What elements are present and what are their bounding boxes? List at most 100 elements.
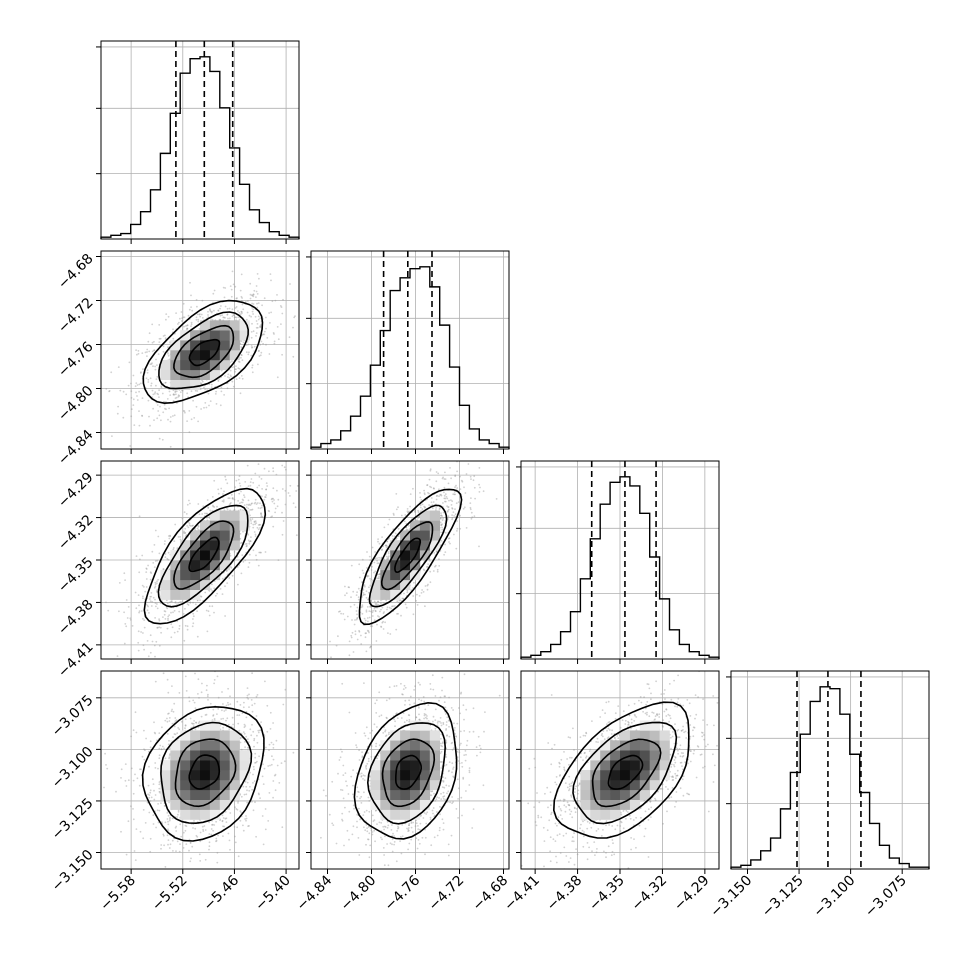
scatter-point (280, 323, 282, 325)
scatter-point (229, 554, 232, 557)
density-cell (200, 320, 211, 331)
scatter-point (158, 396, 160, 398)
scatter-point (217, 488, 220, 491)
scatter-point (285, 468, 287, 471)
scatter-point (172, 337, 175, 340)
scatter-point (255, 335, 257, 337)
scatter-point (346, 615, 349, 618)
scatter-point (382, 620, 384, 623)
scatter-point (154, 560, 157, 562)
scatter-point (429, 468, 432, 471)
scatter-point (274, 789, 277, 792)
scatter-point (440, 517, 442, 520)
scatter-point (388, 518, 391, 521)
scatter-point (449, 542, 451, 545)
scatter-point (164, 381, 167, 384)
density-cell (200, 340, 211, 351)
scatter-point (251, 322, 253, 325)
scatter-point (235, 378, 238, 380)
scatter-point (183, 325, 186, 328)
scatter-point (249, 293, 252, 296)
scatter-point (179, 391, 182, 394)
scatter-point (230, 288, 233, 291)
scatter-point (164, 334, 166, 337)
density-cell (370, 589, 381, 600)
scatter-point (167, 839, 170, 841)
scatter-point (246, 464, 249, 467)
scatter-point (254, 472, 257, 475)
scatter-point (167, 346, 169, 348)
scatter-point (248, 542, 251, 545)
density-cell (429, 540, 440, 551)
scatter-point (254, 523, 256, 526)
scatter-point (252, 765, 255, 768)
scatter-point (408, 524, 410, 527)
scatter-point (436, 494, 438, 497)
contour-2-sigma (142, 299, 264, 405)
scatter-point (154, 767, 157, 769)
scatter-point (253, 745, 255, 748)
scatter-point (208, 833, 211, 835)
scatter-point (444, 532, 447, 534)
scatter-point (451, 507, 453, 509)
scatter-point (378, 573, 381, 575)
density-cell (170, 350, 181, 361)
scatter-point (151, 350, 154, 353)
scatter-point (368, 610, 371, 612)
scatter-point (442, 476, 444, 479)
scatter-point (156, 626, 159, 629)
density-cell (209, 320, 221, 331)
scatter-point (388, 555, 390, 558)
scatter-point (277, 559, 280, 561)
scatter-point (143, 619, 146, 621)
scatter-point (254, 498, 257, 501)
scatter-point (224, 287, 227, 289)
scatter-point (383, 526, 386, 529)
scatter-point (135, 607, 138, 610)
contour-2-sigma (143, 487, 267, 625)
scatter-point (289, 495, 291, 497)
scatter-point (234, 841, 237, 844)
scatter-point (153, 349, 156, 351)
scatter-point (256, 326, 259, 329)
scatter-point (237, 316, 240, 319)
scatter-point (447, 506, 449, 508)
scatter-point (161, 392, 164, 395)
scatter-point (263, 498, 266, 501)
scatter-point (377, 577, 379, 580)
scatter-point (167, 828, 169, 831)
scatter-point (239, 289, 242, 292)
scatter-point (130, 767, 133, 770)
scatter-point (263, 333, 266, 336)
scatter-point (381, 548, 384, 551)
scatter-point (255, 320, 258, 322)
scatter-point (207, 506, 210, 509)
scatter-point (242, 499, 245, 502)
scatter-point (459, 514, 461, 517)
scatter-point (129, 445, 132, 447)
scatter-point (276, 489, 278, 492)
scatter-point (231, 366, 234, 369)
scatter-point (154, 365, 157, 368)
scatter-point (150, 363, 153, 365)
scatter-point (250, 509, 253, 511)
scatter-point (249, 297, 252, 300)
scatter-point (201, 299, 204, 302)
scatter-point (125, 393, 128, 396)
scatter-point (281, 511, 283, 514)
contour-1-sigma (368, 504, 448, 608)
scatter-point (235, 365, 237, 367)
density-cell (160, 589, 171, 600)
scatter-point (447, 506, 450, 508)
scatter-point (382, 612, 385, 615)
scatter-point (261, 495, 263, 498)
scatter-point (251, 366, 254, 369)
scatter-point (145, 578, 148, 580)
scatter-point (202, 828, 205, 831)
scatter-point (394, 532, 397, 535)
scatter-point (292, 326, 294, 329)
scatter-point (270, 741, 273, 744)
scatter-point (184, 675, 187, 678)
scatter-point (364, 632, 367, 635)
scatter-point (249, 540, 252, 542)
